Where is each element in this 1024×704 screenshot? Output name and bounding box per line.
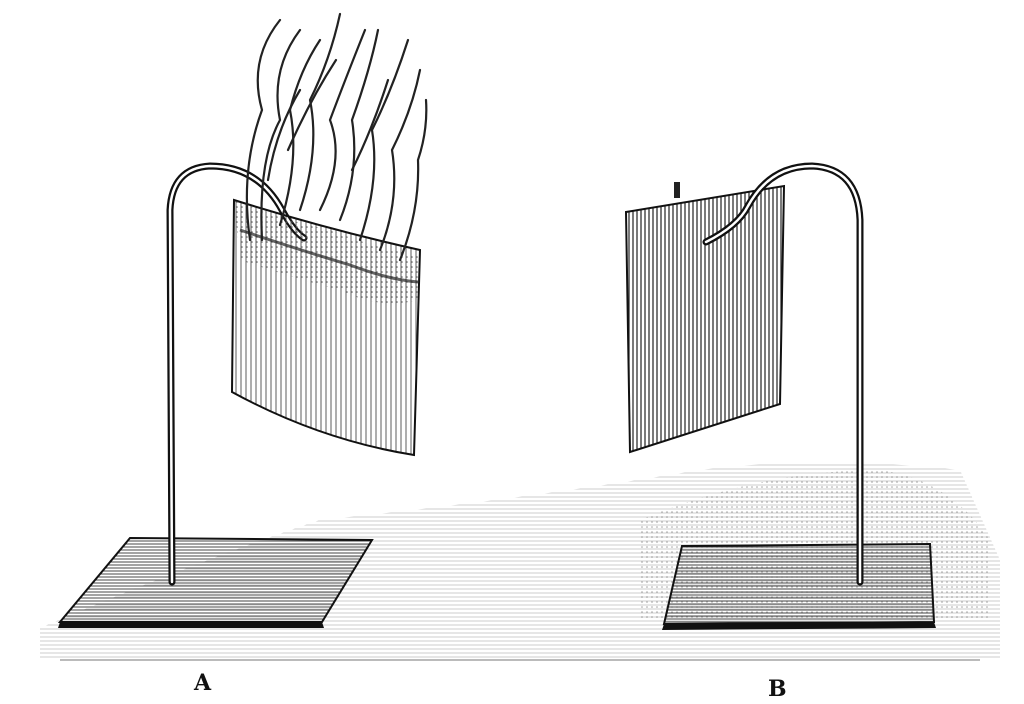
base-plate-b — [662, 542, 936, 630]
stand-a — [57, 12, 428, 628]
wire-rod-b — [702, 162, 864, 586]
label-a: A — [194, 670, 212, 696]
burning-paper-a — [230, 198, 422, 457]
flames — [245, 12, 428, 262]
label-b: B — [768, 676, 787, 702]
stand-b — [624, 162, 936, 630]
intact-paper-b — [624, 182, 786, 454]
base-plate-a — [57, 536, 374, 628]
